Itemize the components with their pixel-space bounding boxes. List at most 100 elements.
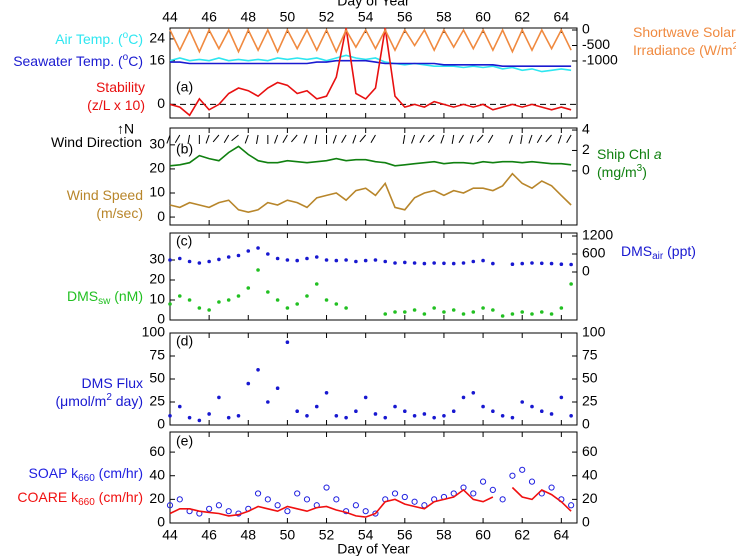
x-tick-label: 62 (514, 527, 530, 543)
data-point (383, 259, 388, 264)
data-point (539, 409, 544, 414)
y-tick-label: 100 (142, 324, 166, 340)
data-point (528, 478, 536, 485)
data-point (266, 290, 270, 294)
data-point (246, 249, 251, 253)
y2-tick-label: 20 (582, 490, 598, 506)
data-point (207, 259, 211, 264)
data-point (177, 256, 182, 261)
data-point (549, 312, 554, 316)
wind-arrow (440, 134, 445, 144)
y-tick-label: 25 (149, 393, 165, 409)
x-tick-label: 46 (201, 527, 217, 543)
data-point (324, 258, 329, 262)
y2-tick-label: 4 (582, 121, 590, 137)
y2-tick-label: 0 (582, 162, 590, 178)
data-point (168, 414, 172, 418)
data-point (362, 508, 369, 515)
wind-arrow (536, 134, 543, 144)
data-point (217, 300, 221, 304)
data-point (187, 259, 192, 264)
data-point (334, 414, 339, 418)
series-label: Seawater Temp. (oC) (13, 52, 143, 69)
data-point (354, 259, 358, 264)
y2-tick-label: 60 (582, 443, 598, 459)
label-part: sw (98, 296, 111, 307)
series-line (169, 172, 572, 214)
panel-label: (e) (176, 433, 193, 449)
x-tick-label: 60 (475, 527, 491, 543)
wind-arrow (223, 134, 230, 144)
wind-arrow (212, 134, 220, 143)
wind-arrow (402, 134, 406, 144)
x-tick-label: 54 (358, 527, 374, 543)
data-point (568, 502, 575, 509)
x-tick-label: 48 (240, 9, 256, 25)
data-point (412, 308, 417, 312)
y2-tick-label: 50 (582, 370, 598, 386)
data-point (334, 302, 339, 306)
label-part: (mg/m (597, 164, 637, 180)
series-label: Irradiance (W/m2) (633, 41, 736, 58)
y-tick-label: 10 (149, 291, 165, 307)
y2-tick-label: 0 (582, 263, 590, 279)
label-part: 660 (78, 497, 95, 508)
x-tick-label: 56 (397, 9, 413, 25)
data-point (548, 484, 555, 491)
data-point (226, 298, 231, 302)
label-part: Wind Speed (67, 187, 143, 203)
data-point (489, 486, 496, 494)
y-tick-label: 50 (149, 370, 165, 386)
x-tick-label: 46 (201, 9, 217, 25)
label-part: Stability (96, 79, 145, 95)
data-point (344, 415, 348, 420)
data-point (207, 412, 211, 416)
data-point (363, 258, 368, 263)
data-point (539, 261, 544, 266)
data-point (177, 294, 182, 298)
data-point (177, 404, 182, 409)
data-point (510, 312, 515, 316)
label-part: 3 (637, 163, 643, 174)
data-point (549, 261, 554, 266)
data-point (491, 261, 495, 266)
data-point (334, 258, 339, 263)
data-point (403, 409, 407, 414)
y2-tick-label: 1200 (582, 227, 613, 243)
data-point (520, 400, 525, 404)
data-point (314, 255, 319, 259)
label-part: (cm/hr) (95, 489, 143, 505)
wind-arrow (419, 134, 425, 144)
label-part: air (652, 251, 664, 262)
data-point (391, 490, 399, 497)
label-part: SOAP k (29, 465, 80, 481)
data-point (236, 294, 241, 298)
y-tick-label: 0 (157, 95, 165, 111)
series-label: (mg/m3) (597, 163, 647, 180)
data-point (187, 415, 192, 420)
series-line (169, 27, 572, 117)
data-point (266, 400, 270, 404)
y2-tick-label: 0 (582, 21, 590, 37)
data-point (442, 414, 446, 418)
series-label: COARE k660 (cm/hr) (17, 489, 143, 508)
y-tick-label: 24 (149, 30, 165, 46)
data-point (275, 298, 280, 302)
panel-label: (d) (176, 333, 193, 349)
data-point (422, 261, 427, 266)
data-point (187, 298, 192, 302)
data-point (471, 310, 476, 314)
data-point (226, 415, 231, 420)
data-point (285, 340, 290, 345)
data-point (412, 261, 417, 265)
data-point (442, 310, 446, 314)
data-point (471, 391, 476, 395)
wind-arrow (205, 134, 210, 144)
y-tick-label: 0 (157, 514, 165, 530)
label-part: COARE k (17, 489, 79, 505)
data-point (510, 262, 515, 267)
data-point (207, 308, 211, 312)
panel-frame (169, 232, 578, 321)
data-point (569, 414, 573, 418)
y2-tick-label: 40 (582, 466, 598, 482)
